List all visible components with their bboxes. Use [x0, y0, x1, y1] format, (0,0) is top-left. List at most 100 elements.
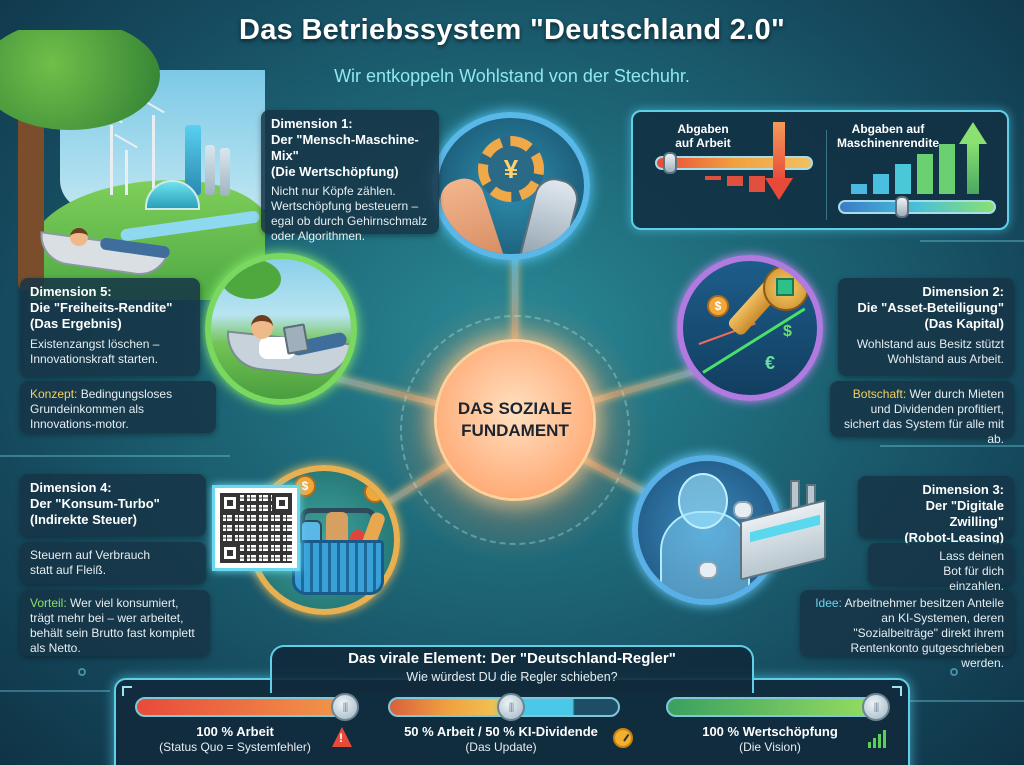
labor-tax-slider-knob[interactable] [663, 152, 677, 174]
page-subtitle: Wir entkoppeln Wohlstand von der Stechuh… [334, 66, 690, 86]
note-keyword: Idee: [815, 596, 842, 610]
down-bar [705, 176, 721, 180]
robot-icon [733, 501, 753, 519]
circuit-line [0, 690, 110, 692]
corner-mark [892, 686, 902, 696]
qr-code[interactable] [212, 485, 300, 571]
dimension-5-note-text: Konzept: Bedingungsloses Grundeinkommen … [30, 387, 206, 432]
shopping-basket-icon [292, 540, 384, 595]
tax-comparison-panel: Abgaben auf Arbeit Abgaben auf Maschinen… [631, 110, 1009, 230]
dimension-3-note: Idee: Arbeitnehmer besitzen Anteile an K… [800, 590, 1014, 670]
microchip-icon [776, 278, 794, 296]
dimension-5-text: Existenzangst löschen – Innovationskraft… [30, 336, 160, 366]
robot-icon [698, 561, 718, 579]
dimension-5-subtitle: (Das Ergebnis) [30, 315, 122, 331]
laptop-icon [282, 323, 310, 355]
machine-tax-slider-knob[interactable] [895, 196, 909, 218]
arrow-up-head [959, 122, 987, 144]
up-bar [851, 184, 867, 194]
relaxing-man-icon [251, 315, 273, 339]
dimension-1-text: Nicht nur Köpfe zählen. Wertschöpfung be… [271, 184, 428, 244]
circuit-line [880, 445, 1024, 447]
dimension-3-title: Dimension 3: Der "Digitale Zwilling" (Ro… [868, 482, 1004, 545]
note-keyword: Konzept: [30, 387, 78, 401]
circuit-node [78, 668, 86, 676]
labor-tax-label-line2: auf Arbeit [675, 136, 731, 151]
dimension-5-note: Konzept: Bedingungsloses Grundeinkommen … [20, 381, 216, 433]
dimension-3-illustration [632, 455, 782, 605]
machine-tax-slider[interactable] [838, 200, 996, 214]
wind-turbine-icon [110, 125, 113, 195]
arrow-down-head [765, 178, 793, 200]
dimension-5-number: Dimension 5: [30, 284, 112, 299]
dimension-4-title: Dimension 4: Der "Konsum-Turbo" (Indirek… [30, 480, 196, 528]
circuit-line [920, 240, 1024, 242]
dimension-1-illustration: ¥ [432, 112, 590, 260]
dimension-4-number: Dimension 4: [30, 480, 112, 495]
dimension-2-subtitle: (Das Kapital) [924, 315, 1004, 331]
slider-arbeit-sublabel: (Status Quo = Systemfehler) [159, 740, 311, 754]
yen-gear-icon: ¥ [478, 136, 544, 202]
dimension-5-panel: Dimension 5: Die "Freiheits-Rendite" (Da… [20, 278, 200, 376]
machine-tax-label-line1: Abgaben auf [851, 122, 925, 136]
labor-tax-label-line1: Abgaben [677, 122, 729, 136]
down-bar [749, 176, 765, 192]
dimension-5-illustration [205, 253, 357, 405]
wind-turbine-icon [152, 115, 155, 195]
labor-tax-slider[interactable] [655, 156, 813, 170]
dollar-icon: $ [783, 323, 792, 340]
machine-tax-label: Abgaben auf Maschinenrendite [833, 122, 943, 151]
dimension-4-text: Steuern auf Verbrauch statt auf Fleiß. [30, 548, 151, 577]
slider-wertschoepfung-track[interactable] [666, 697, 886, 717]
dimension-4-note-text: Vorteil: Wer viel konsumiert, trägt mehr… [30, 596, 200, 656]
note-body: Arbeitnehmer besitzen Anteile an KI-Syst… [841, 596, 1004, 670]
dimension-3-note-text: Idee: Arbeitnehmer besitzen Anteile an K… [810, 596, 1004, 671]
dimension-3-name: Der "Digitale Zwilling" [925, 497, 1004, 529]
labor-tax-label: Abgaben auf Arbeit [663, 122, 743, 151]
hub-label: DAS SOZIALE FUNDAMENT [457, 398, 573, 440]
dimension-3-text-panel: Lass deinen Bot für dich einzahlen. [868, 543, 1014, 593]
dimension-4-note: Vorteil: Wer viel konsumiert, trägt mehr… [20, 590, 210, 656]
slider-arbeit-knob[interactable]: ||| [331, 693, 359, 721]
euro-icon: € [765, 353, 776, 373]
grocery-bag-icon [326, 512, 348, 548]
growth-chart-icon [868, 728, 888, 748]
arrow-down-icon [773, 122, 785, 182]
slider-arbeit-label: 100 % Arbeit [196, 724, 274, 739]
arrow-up-icon [967, 142, 979, 194]
dimension-2-panel: Dimension 2: Die "Asset-Beteiligung" (Da… [838, 278, 1014, 376]
warning-icon: ! [332, 727, 352, 747]
note-body: Bedingungsloses Grundeinkommen als Innov… [30, 387, 173, 431]
slider-arbeit-track[interactable] [135, 697, 355, 717]
note-body: Wer durch Mieten und Dividenden profitie… [843, 387, 1004, 446]
building-icon [185, 125, 201, 195]
dimension-1-title: Dimension 1: Der "Mensch-Maschine-Mix" (… [271, 116, 429, 179]
central-hub: DAS SOZIALE FUNDAMENT [437, 342, 593, 498]
dollar-coin-icon: $ [707, 295, 729, 317]
up-bar [939, 144, 955, 194]
landscape-illustration [0, 30, 265, 300]
panel-divider [826, 130, 827, 220]
dimension-1-number: Dimension 1: [271, 116, 353, 131]
regler-subtitle: Wie würdest DU die Regler schieben? [406, 670, 618, 684]
corner-mark [122, 686, 132, 696]
slider-mix-sublabel: (Das Update) [465, 740, 537, 754]
up-bar [895, 164, 911, 194]
slider-wertschoepfung-label: 100 % Wertschöpfung [702, 724, 838, 739]
dimension-2-title: Dimension 2: Die "Asset-Beteiligung" (Da… [848, 284, 1004, 332]
slider-wertschoepfung-knob[interactable]: ||| [862, 693, 890, 721]
dimension-2-illustration: $ € $ [677, 255, 823, 401]
dimension-1-subtitle: (Die Wertschöpfung) [271, 163, 399, 179]
up-bar [873, 174, 889, 194]
wind-turbine-icon [125, 150, 128, 195]
tree-trunk [18, 100, 44, 290]
dimension-3-panel: Dimension 3: Der "Digitale Zwilling" (Ro… [858, 476, 1014, 545]
tree-icon [221, 259, 281, 299]
up-bar [917, 154, 933, 194]
dimension-3-number: Dimension 3: [922, 482, 1004, 497]
tree-icon [0, 30, 160, 130]
qr-pattern [220, 493, 292, 563]
slider-mix-knob[interactable]: ||| [497, 693, 525, 721]
dimension-5-title: Dimension 5: Die "Freiheits-Rendite" (Da… [30, 284, 190, 332]
dimension-2-name: Die "Asset-Beteiligung" [857, 299, 1004, 315]
